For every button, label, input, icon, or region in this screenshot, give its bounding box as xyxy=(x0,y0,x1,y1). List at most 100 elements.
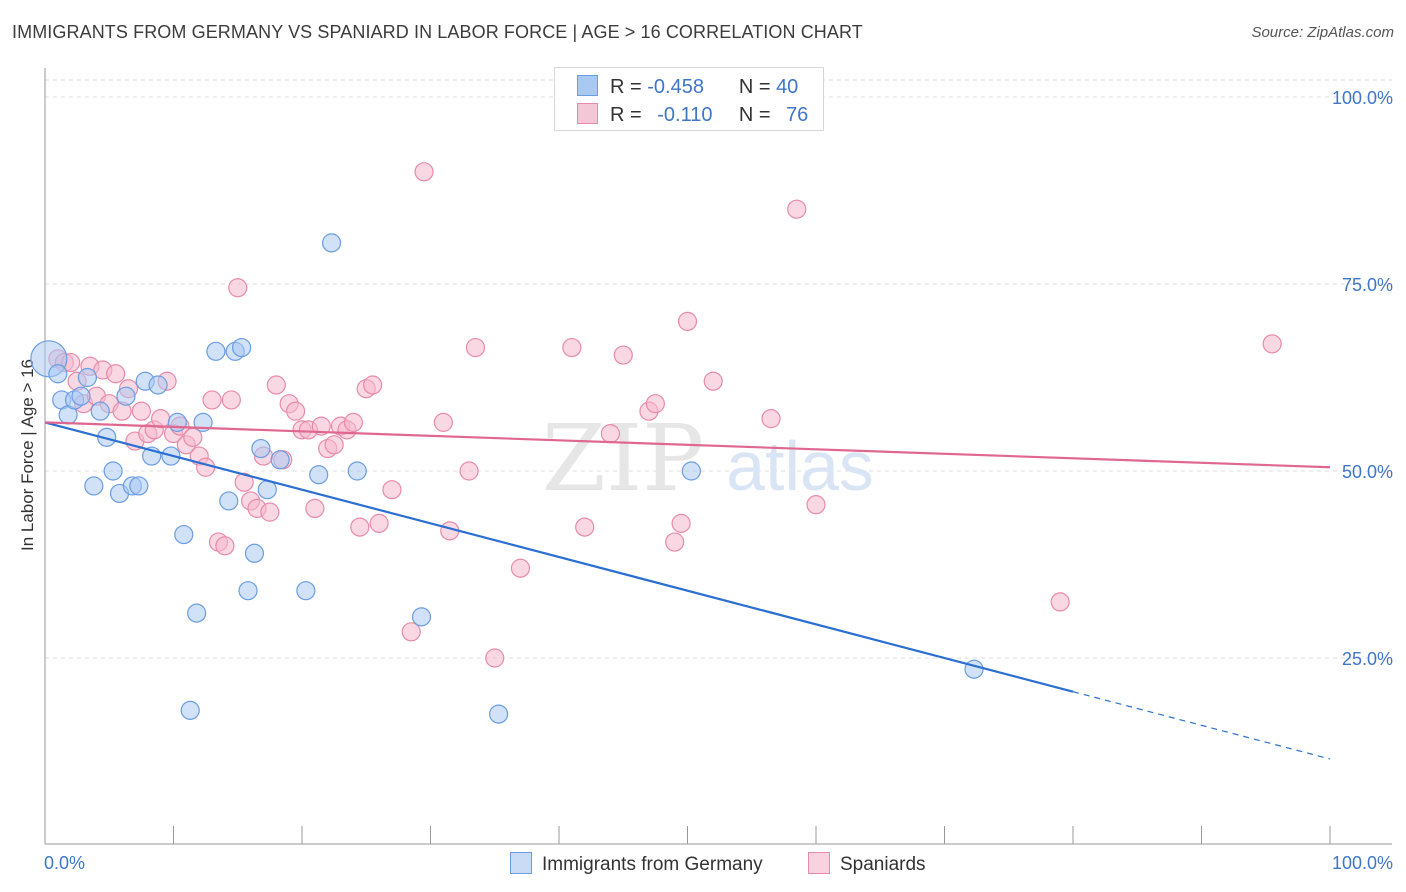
spaniard-point xyxy=(806,495,826,515)
y-tick-label: 100.0% xyxy=(1332,88,1393,108)
bottom-legend-swatch-blue xyxy=(510,852,532,874)
spaniard-point xyxy=(433,412,453,432)
legend-swatch-pink xyxy=(577,103,598,124)
germany-point xyxy=(681,461,701,481)
germany-point xyxy=(309,465,329,485)
spaniard-point xyxy=(562,337,582,358)
spaniard-point xyxy=(106,364,126,384)
germany-point xyxy=(90,401,110,421)
legend-r-label: R = xyxy=(610,76,642,98)
germany-point xyxy=(347,461,367,481)
spaniard-point xyxy=(324,435,344,455)
germany-point xyxy=(251,438,271,459)
germany-point xyxy=(116,386,136,406)
legend-n-label: N = xyxy=(738,76,771,98)
spaniard-point xyxy=(305,498,325,518)
spaniard-point xyxy=(401,622,421,642)
spaniard-point xyxy=(363,375,383,395)
spaniard-point xyxy=(1262,334,1282,354)
bottom-legend-swatch-pink xyxy=(808,852,830,874)
germany-point xyxy=(103,461,123,481)
spaniard-point xyxy=(645,394,665,414)
tick-labels: 100.0% 75.0% 50.0% 25.0% 0.0% 100.0% xyxy=(44,88,1393,873)
germany-point xyxy=(321,233,342,253)
spaniard-point xyxy=(671,513,691,533)
germany-point xyxy=(489,704,509,724)
source-label: Source: ZipAtlas.com xyxy=(1251,24,1394,41)
bottom-legend-label: Immigrants from Germany xyxy=(542,854,763,875)
correlation-legend: R = -0.458 N = 40 R = -0.110 N = 76 xyxy=(554,67,824,131)
germany-point xyxy=(238,581,258,601)
germany-point xyxy=(296,581,316,601)
spaniard-point xyxy=(228,278,248,298)
germany-point xyxy=(84,476,104,496)
spaniard-point xyxy=(285,401,306,421)
germany-point xyxy=(244,543,265,563)
germany-trend-line xyxy=(44,421,1074,693)
legend-r-label: R = xyxy=(610,104,642,126)
spaniard-point xyxy=(215,536,235,556)
spaniard-point xyxy=(485,648,505,668)
trend-lines xyxy=(44,421,1331,760)
legend-row-germany: R = -0.458 N = 40 xyxy=(577,75,798,99)
spaniard-point xyxy=(151,409,171,429)
spaniard-point xyxy=(613,345,633,365)
legend-r-value: -0.458 xyxy=(647,76,704,98)
chart-title: IMMIGRANTS FROM GERMANY VS SPANIARD IN L… xyxy=(12,22,863,42)
spaniard-point xyxy=(234,472,254,492)
bottom-legend-spaniards: Spaniards xyxy=(808,852,926,876)
germany-point xyxy=(71,386,91,406)
germany-point xyxy=(174,524,194,545)
watermark-atlas: atlas xyxy=(726,427,874,505)
germany-point xyxy=(232,337,252,358)
spaniard-point xyxy=(414,162,434,182)
legend-row-spaniards: R = -0.110 N = 76 xyxy=(577,103,808,127)
spaniard-point xyxy=(382,480,402,500)
germany-point xyxy=(77,367,98,388)
spaniard-point xyxy=(459,461,479,481)
germany-point xyxy=(167,412,187,432)
legend-r-value: -0.110 xyxy=(657,104,713,126)
germany-point xyxy=(219,491,239,511)
germany-point xyxy=(97,427,117,447)
spaniard-point xyxy=(350,517,370,537)
x-tick-label-end: 100.0% xyxy=(1332,853,1393,873)
germany-point xyxy=(257,480,277,500)
spaniard-point xyxy=(1050,592,1070,612)
spaniard-trend-line xyxy=(44,421,1331,469)
watermark-zip: ZIP xyxy=(542,405,704,512)
spaniard-point xyxy=(677,311,698,331)
spaniard-point xyxy=(131,401,151,421)
germany-point xyxy=(48,364,68,384)
spaniard-point xyxy=(665,532,685,552)
watermark: ZIP atlas xyxy=(542,405,874,512)
spaniard-point xyxy=(369,513,389,533)
spaniard-point xyxy=(787,199,807,219)
gridlines xyxy=(45,79,1392,659)
germany-point xyxy=(180,700,200,720)
spaniard-point xyxy=(510,558,531,578)
legend-n-label: N = xyxy=(738,104,771,126)
bottom-legend-label: Spaniards xyxy=(840,854,926,875)
germany-point xyxy=(411,607,432,627)
spaniard-point xyxy=(221,390,241,410)
germany-point xyxy=(964,659,984,679)
spaniard-point xyxy=(465,337,486,358)
germany-point xyxy=(206,341,226,361)
spaniard-point xyxy=(202,390,222,410)
spaniard-point xyxy=(260,502,280,522)
axes xyxy=(44,68,1392,845)
data-points xyxy=(30,162,1282,724)
germany-point xyxy=(270,450,290,470)
y-tick-label: 25.0% xyxy=(1342,649,1393,669)
spaniard-point xyxy=(575,517,595,537)
spaniard-point xyxy=(196,457,216,477)
spaniard-point xyxy=(311,416,331,436)
germany-point xyxy=(187,603,207,623)
legend-n-value: 40 xyxy=(776,76,799,98)
bottom-legend-germany: Immigrants from Germany xyxy=(510,852,763,876)
y-tick-label: 50.0% xyxy=(1342,462,1393,482)
y-tick-label: 75.0% xyxy=(1342,275,1393,295)
spaniard-point xyxy=(761,409,781,429)
